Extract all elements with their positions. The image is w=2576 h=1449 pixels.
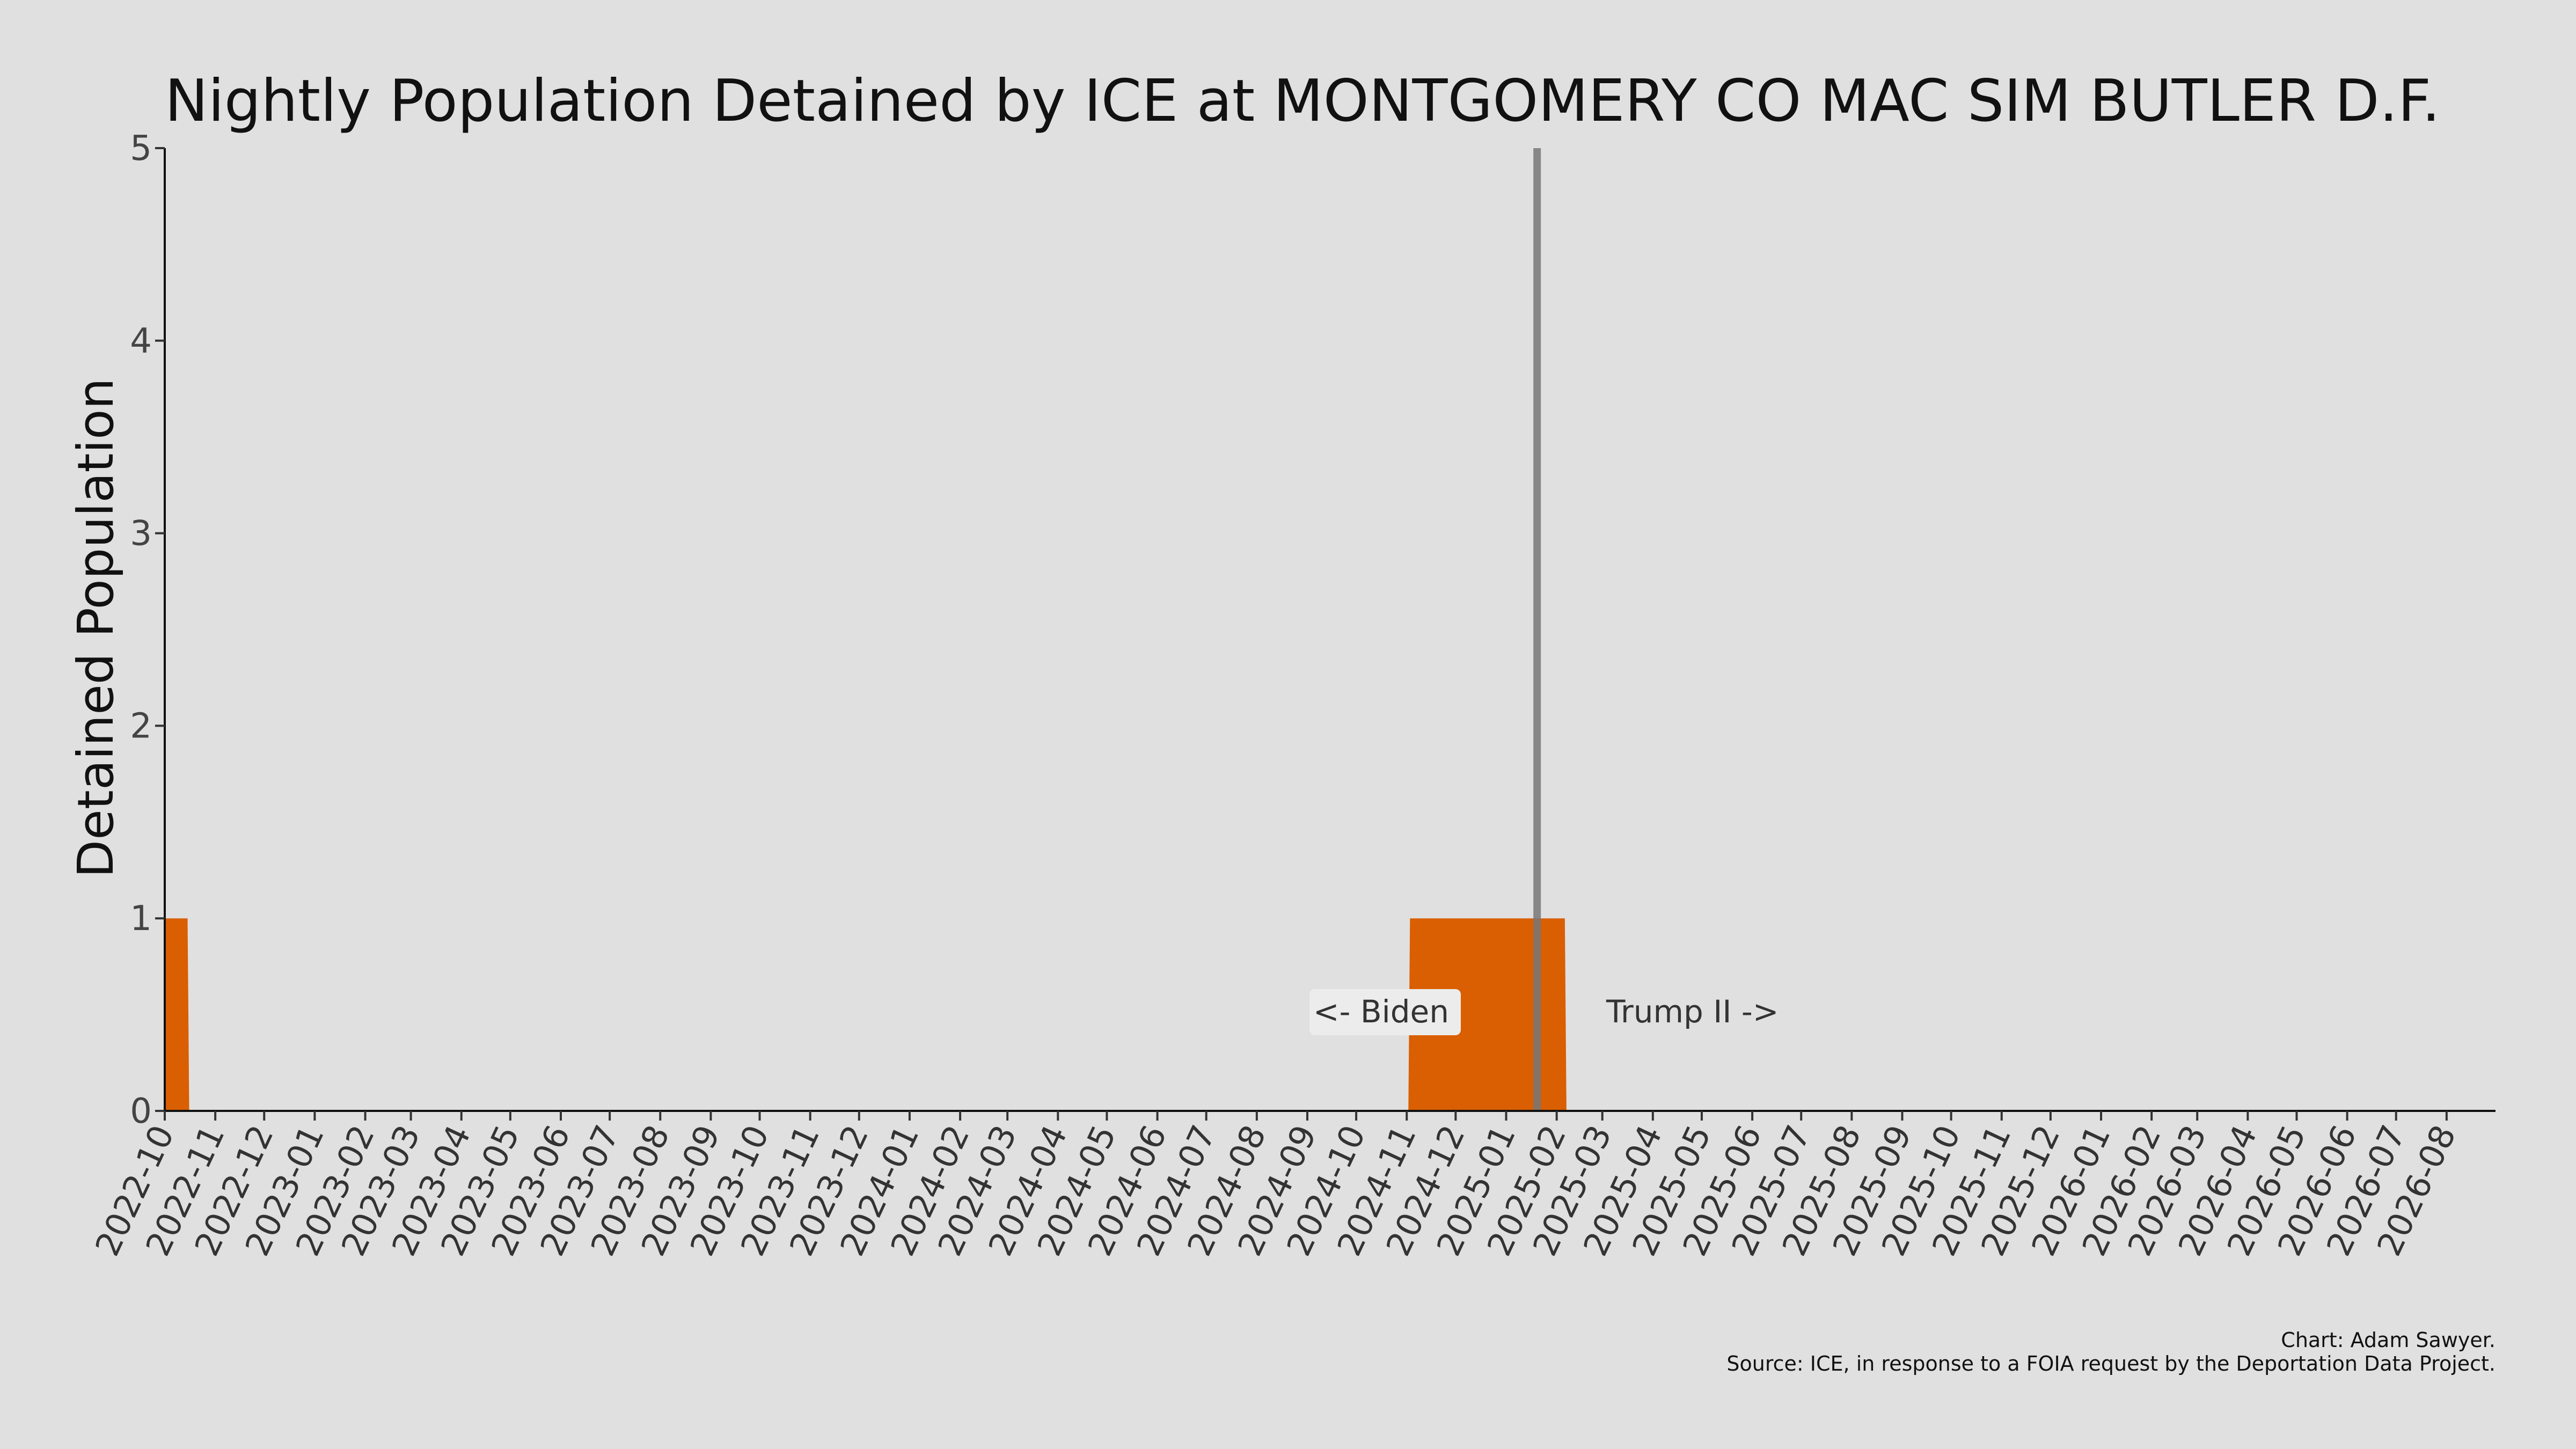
y-tick-label: 4: [130, 321, 152, 361]
y-tick-label: 0: [130, 1092, 152, 1131]
y-tick-label: 2: [130, 706, 152, 746]
x-ticks: 2022-102022-112022-122023-012023-022023-…: [87, 1111, 2463, 1262]
y-axis-label: Detained Population: [67, 378, 125, 877]
chart-title: Nightly Population Detained by ICE at MO…: [165, 68, 2440, 135]
y-tick-label: 3: [130, 514, 152, 554]
caption-credit: Chart: Adam Sawyer.: [2281, 1328, 2496, 1352]
biden-label-box: [1309, 989, 1461, 1035]
y-tick-label: 5: [130, 129, 152, 169]
biden-label: <- Biden: [1313, 993, 1449, 1030]
trump-label: Trump II ->: [1606, 993, 1779, 1030]
caption-source: Source: ICE, in response to a FOIA reque…: [1726, 1352, 2496, 1375]
y-ticks: 0 1 2 3 4 5: [130, 129, 165, 1131]
y-tick-label: 1: [130, 899, 152, 939]
